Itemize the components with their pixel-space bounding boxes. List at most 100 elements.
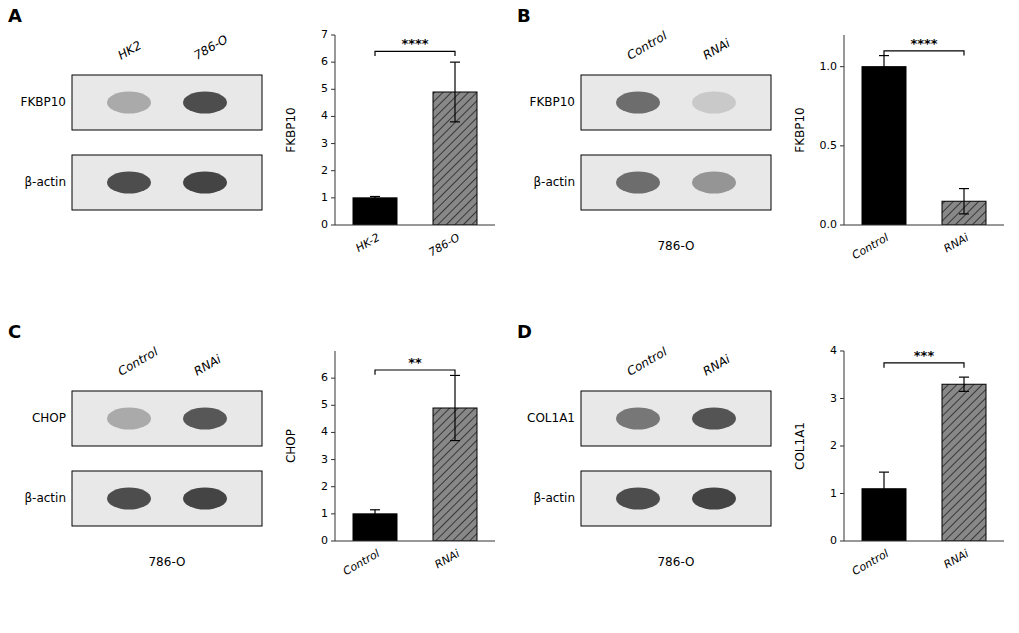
significance-label: ** — [408, 355, 422, 370]
blot-band — [616, 488, 660, 510]
y-tick-label: 0.0 — [820, 218, 838, 231]
blot-band — [692, 172, 736, 194]
y-tick — [331, 116, 335, 117]
marks — [353, 370, 477, 541]
error-line — [963, 189, 964, 214]
blot-row-label: FKBP10 — [20, 95, 66, 109]
lane-label: 786-O — [192, 32, 231, 62]
y-tick — [331, 89, 335, 90]
y-tick — [331, 170, 335, 171]
bar — [353, 514, 397, 541]
panel: AHK2786-OFKBP10β-actin****01234567HK-278… — [8, 5, 495, 259]
blot-caption: 786-O — [657, 555, 694, 569]
y-tick — [331, 197, 335, 198]
error-cap — [370, 196, 380, 197]
error-cap — [370, 517, 380, 518]
y-tick-label: 4 — [830, 344, 837, 357]
error-cap — [370, 509, 380, 510]
error-cap — [450, 440, 460, 441]
y-tick — [331, 541, 335, 542]
error-line — [454, 62, 455, 122]
marks — [862, 51, 986, 225]
lane-label: Control — [625, 28, 670, 62]
significance-bracket — [884, 51, 964, 56]
y-tick-label: 4 — [321, 109, 328, 122]
blot-strip — [72, 471, 262, 526]
x-tick-label: HK-2 — [354, 231, 382, 255]
y-tick — [331, 62, 335, 63]
blot-row-label: β-actin — [24, 491, 66, 505]
error-bar — [450, 375, 460, 440]
blot-caption: 786-O — [148, 555, 185, 569]
blot-strip — [581, 75, 771, 130]
error-cap — [450, 62, 460, 63]
error-cap — [879, 472, 889, 473]
y-tick — [331, 459, 335, 460]
blot-band — [616, 408, 660, 430]
figure: AHK2786-OFKBP10β-actin****01234567HK-278… — [0, 0, 1019, 633]
lane-label: RNAi — [701, 36, 734, 63]
blot-strip — [581, 155, 771, 210]
x-tick-label: Control — [341, 547, 382, 578]
y-tick — [331, 225, 335, 226]
bar — [353, 198, 397, 225]
blot-band — [616, 172, 660, 194]
significance-label: **** — [401, 36, 428, 51]
blot-band — [107, 92, 151, 114]
error-cap — [959, 188, 969, 189]
bar — [942, 384, 986, 541]
blot-band — [692, 488, 736, 510]
blot-caption: 786-O — [657, 239, 694, 253]
y-tick — [840, 145, 844, 146]
y-tick-label: 5 — [321, 82, 328, 95]
significance-bracket — [375, 370, 455, 375]
error-bar — [959, 189, 969, 214]
y-tick-label: 1 — [830, 487, 837, 500]
y-tick-label: 2 — [321, 480, 328, 493]
y-tick-label: 1 — [321, 191, 328, 204]
blot-row-label: β-actin — [533, 491, 575, 505]
error-cap — [450, 375, 460, 376]
error-line — [883, 472, 884, 505]
blot-band — [183, 172, 227, 194]
y-tick-label: 5 — [321, 398, 328, 411]
y-tick-label: 2 — [830, 439, 837, 452]
marks — [862, 363, 986, 541]
y-tick-label: 3 — [321, 453, 328, 466]
blot-strip — [72, 155, 262, 210]
y-axis-line — [335, 351, 336, 541]
y-tick — [840, 446, 844, 447]
significance-bracket — [375, 51, 455, 56]
lane-label: Control — [116, 344, 161, 378]
blot-row-label: FKBP10 — [529, 95, 575, 109]
y-tick-label: 6 — [321, 55, 328, 68]
y-tick-label: 0 — [830, 534, 837, 547]
panel: CControlRNAiCHOPβ-actin786-O**0123456Con… — [8, 321, 495, 578]
y-axis-label: COL1A1 — [793, 422, 807, 470]
y-axis-line — [844, 35, 845, 225]
error-bar — [370, 197, 380, 200]
x-axis-line — [844, 225, 1004, 226]
blot-band — [692, 408, 736, 430]
significance-label: *** — [914, 348, 935, 363]
error-line — [883, 56, 884, 78]
x-tick-label: RNAi — [433, 547, 462, 571]
y-tick-label: 7 — [321, 28, 328, 41]
y-axis-label: FKBP10 — [793, 107, 807, 153]
error-bar — [370, 510, 380, 518]
blot-strip — [72, 75, 262, 130]
y-tick-label: 1 — [321, 507, 328, 520]
blot-band — [692, 92, 736, 114]
significance-bracket — [884, 363, 964, 368]
blot-band — [107, 488, 151, 510]
blot-band — [183, 408, 227, 430]
lane-label: HK2 — [116, 38, 144, 62]
panel-label: D — [517, 321, 532, 342]
y-tick-label: 0.5 — [820, 139, 838, 152]
y-tick — [331, 405, 335, 406]
error-cap — [370, 199, 380, 200]
y-axis-label: CHOP — [284, 429, 298, 463]
y-tick-label: 3 — [321, 137, 328, 150]
lane-label: Control — [625, 344, 670, 378]
bar — [862, 67, 906, 225]
